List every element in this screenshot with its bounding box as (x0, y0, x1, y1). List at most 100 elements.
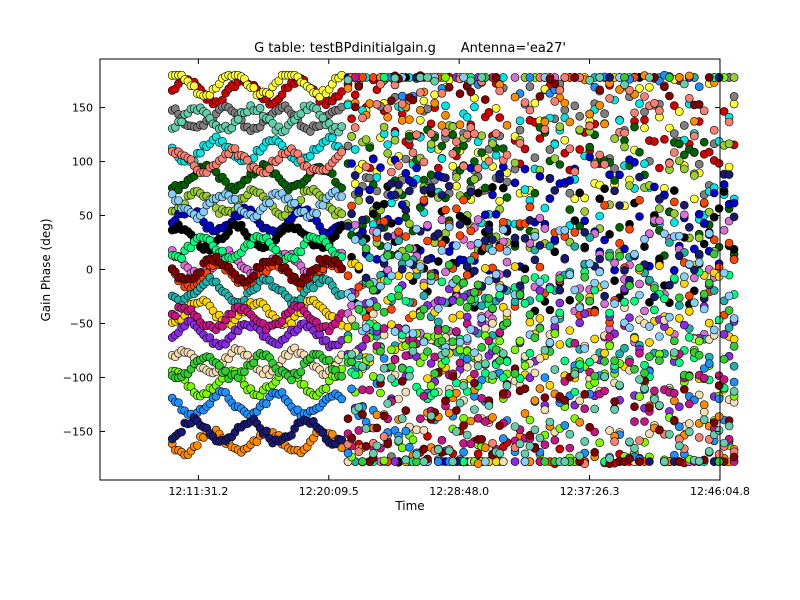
data-point (570, 228, 580, 237)
data-point (390, 457, 400, 466)
data-point (699, 373, 709, 383)
data-point (408, 148, 418, 157)
x-axis-title: Time (394, 499, 424, 513)
data-point (491, 129, 501, 138)
data-point (530, 333, 540, 343)
data-point (630, 443, 639, 453)
data-point (625, 181, 634, 190)
data-point (704, 318, 714, 328)
data-point (689, 171, 699, 180)
data-point (387, 374, 396, 383)
data-point (498, 183, 508, 193)
data-point (327, 133, 337, 143)
data-point (412, 163, 421, 173)
data-point (620, 266, 629, 275)
data-point (459, 141, 468, 151)
data-point (502, 257, 512, 267)
data-point (448, 337, 458, 347)
data-point (694, 433, 704, 442)
data-point (419, 157, 429, 167)
data-point (520, 164, 530, 174)
data-point (379, 411, 389, 421)
data-point (585, 259, 595, 268)
data-point (645, 73, 654, 82)
data-point (430, 98, 440, 108)
data-point (437, 246, 447, 255)
data-point (704, 278, 714, 288)
data-point (437, 141, 447, 151)
data-point (397, 99, 407, 109)
data-point (590, 404, 600, 414)
data-point (383, 439, 393, 449)
data-point (433, 445, 443, 454)
data-point (585, 142, 595, 152)
data-point (699, 407, 709, 417)
data-point (312, 263, 321, 273)
data-point (387, 320, 396, 329)
data-point (510, 92, 520, 102)
data-point (368, 154, 378, 164)
data-point (704, 447, 714, 456)
data-point (452, 204, 461, 213)
data-point (605, 308, 614, 318)
data-point (412, 425, 421, 435)
data-point (674, 358, 684, 368)
data-point (580, 242, 590, 252)
data-point (699, 137, 709, 147)
data-point (535, 314, 545, 323)
data-point (615, 251, 624, 261)
data-point (729, 386, 739, 396)
data-point (669, 186, 679, 195)
data-point (365, 385, 375, 395)
data-point (459, 161, 468, 171)
data-point (540, 405, 550, 415)
data-point (600, 299, 609, 309)
data-point (694, 456, 704, 466)
data-point (347, 114, 356, 123)
data-point (565, 326, 575, 335)
data-point (455, 89, 465, 98)
data-point (437, 296, 447, 306)
data-point (645, 352, 654, 362)
data-point (459, 278, 468, 288)
data-point (498, 434, 508, 443)
data-point (660, 294, 669, 304)
data-point (580, 272, 590, 282)
data-point (605, 332, 614, 342)
data-point (397, 116, 407, 125)
data-point (719, 329, 729, 339)
data-point (684, 259, 694, 269)
data-point (495, 174, 505, 184)
data-point (630, 402, 639, 412)
data-point (401, 455, 411, 465)
data-point (674, 313, 684, 323)
data-point (525, 105, 535, 115)
data-point (615, 201, 624, 210)
data-point (459, 447, 468, 457)
y-tick-label: 100 (72, 156, 93, 169)
data-point (343, 141, 353, 151)
data-point (426, 411, 436, 421)
y-tick-label: 0 (86, 264, 93, 277)
data-point (655, 332, 664, 341)
data-point (419, 337, 429, 347)
data-point (477, 393, 487, 403)
data-point (387, 96, 396, 105)
data-point (365, 185, 375, 195)
data-point (448, 161, 458, 171)
data-point (704, 229, 714, 238)
data-point (595, 150, 605, 160)
data-point (255, 103, 265, 113)
data-point (379, 199, 389, 209)
data-point (343, 448, 353, 458)
data-point (480, 183, 490, 193)
data-point (535, 172, 545, 181)
data-point (408, 95, 418, 105)
data-point (520, 264, 530, 274)
data-point (455, 120, 465, 129)
data-point (347, 350, 356, 359)
data-point (477, 73, 487, 82)
data-point (480, 263, 490, 273)
data-point (401, 252, 411, 262)
